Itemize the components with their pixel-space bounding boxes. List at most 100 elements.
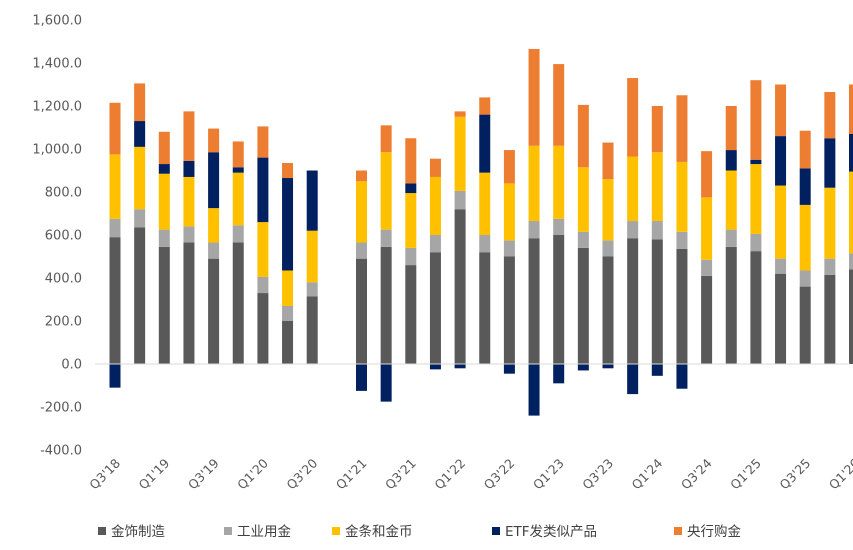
bar-segment (257, 126, 269, 158)
bar-segment (183, 242, 195, 364)
bar-segment (158, 246, 170, 364)
bar-segment (282, 162, 294, 179)
bar-segment (553, 364, 565, 384)
bar-segment (380, 229, 392, 247)
bar-segment (405, 183, 417, 194)
bar-segment (849, 84, 853, 134)
bar-segment (676, 161, 688, 232)
x-tick-label: Q3'25 (776, 456, 813, 493)
bar-segment (306, 282, 318, 297)
bar-segment (627, 238, 639, 364)
bar-segment (676, 231, 688, 249)
bar-segment (380, 125, 392, 153)
bar-segment (799, 204, 811, 271)
bar-segment (109, 102, 121, 155)
bar-segment (405, 138, 417, 184)
bar-segment (429, 158, 441, 177)
bar-segment (282, 321, 294, 364)
bar-segment (454, 209, 466, 364)
x-tick-label: Q1'21 (333, 456, 370, 493)
legend-swatch (492, 527, 500, 535)
bar-segment (701, 197, 713, 260)
bar-segment (750, 80, 762, 160)
bar-segment (306, 170, 318, 231)
x-axis: Q3'18 Q1'19 Q3'19 Q1'20 Q3'20 Q1'21 Q3'21 Q1'22… (86, 455, 853, 492)
bar-segment (701, 259, 713, 276)
bar-segment (356, 258, 367, 364)
bar-segment (849, 269, 853, 364)
x-tick-label: Q3'23 (579, 456, 616, 493)
bar-segment (528, 145, 540, 222)
x-tick-label: Q1'25 (727, 456, 764, 493)
bar-segment (158, 173, 170, 230)
x-tick-label: Q3'20 (283, 455, 320, 492)
x-tick-label: Q1'23 (530, 456, 567, 493)
bar-segment (528, 238, 540, 364)
bar-segment (799, 168, 811, 205)
bar-segment (849, 133, 853, 172)
bar-segment (109, 364, 121, 388)
x-tick-label: Q3'22 (481, 456, 518, 493)
bar-segment (676, 95, 688, 162)
bar-segment (577, 167, 589, 232)
bar-segment (651, 106, 663, 153)
bar-segment (232, 172, 244, 226)
bar-segment (528, 364, 540, 416)
legend-swatch (224, 527, 232, 535)
bar-segment (553, 145, 565, 219)
bar-segment (282, 178, 294, 271)
bar-segment (824, 274, 836, 364)
bar-segment (356, 170, 367, 182)
bar-segment (503, 364, 515, 374)
legend-swatch (332, 527, 340, 535)
bar-segment (701, 275, 713, 364)
bar-segment (577, 247, 589, 364)
x-tick-label: Q1'26 (826, 455, 853, 492)
y-axis: 1,600.0 1,400.0 1,200.0 1,000.0 800.0 600.0 40… (32, 14, 82, 459)
bar-segment (257, 157, 269, 223)
bar-segment (602, 240, 614, 257)
bar-segment (257, 293, 269, 364)
bar-segment (849, 171, 853, 254)
bar-segment (701, 151, 713, 198)
bar-segment (183, 111, 195, 161)
bar-segment (479, 235, 491, 253)
bar-segment (306, 296, 318, 364)
bar-segment (109, 237, 121, 364)
bar-segment (232, 225, 244, 243)
bar-segment (158, 131, 170, 165)
bar-segment (775, 273, 787, 364)
bar-segment (725, 229, 737, 247)
bar-segment (356, 364, 367, 391)
y-tick-label: 400.0 (45, 272, 82, 287)
bar-segment (627, 364, 639, 395)
bar-segment (725, 246, 737, 364)
bar-segment (282, 270, 294, 306)
legend-label: ETF发类似产品 (505, 524, 597, 540)
bars (109, 49, 853, 416)
y-tick-label: -200.0 (40, 401, 82, 416)
bar-segment (134, 209, 146, 228)
bar-segment (479, 172, 491, 235)
y-tick-label: -400.0 (40, 444, 82, 459)
bar-segment (429, 364, 441, 370)
bar-segment (750, 159, 762, 165)
y-tick-label: 1,600.0 (32, 14, 82, 29)
bar-segment (405, 247, 417, 266)
bar-segment (183, 160, 195, 177)
bar-segment (725, 170, 737, 230)
bar-segment (553, 64, 565, 146)
bar-segment (553, 218, 565, 236)
bar-segment (282, 305, 294, 321)
bar-segment (356, 242, 367, 259)
bar-segment (208, 128, 220, 153)
bar-segment (306, 230, 318, 283)
bar-segment (158, 164, 170, 174)
y-tick-label: 0.0 (61, 358, 82, 373)
x-tick-label: Q1'19 (136, 455, 173, 492)
bar-segment (627, 221, 639, 239)
bar-segment (775, 136, 787, 186)
bar-segment (799, 130, 811, 169)
bar-segment (183, 176, 195, 227)
